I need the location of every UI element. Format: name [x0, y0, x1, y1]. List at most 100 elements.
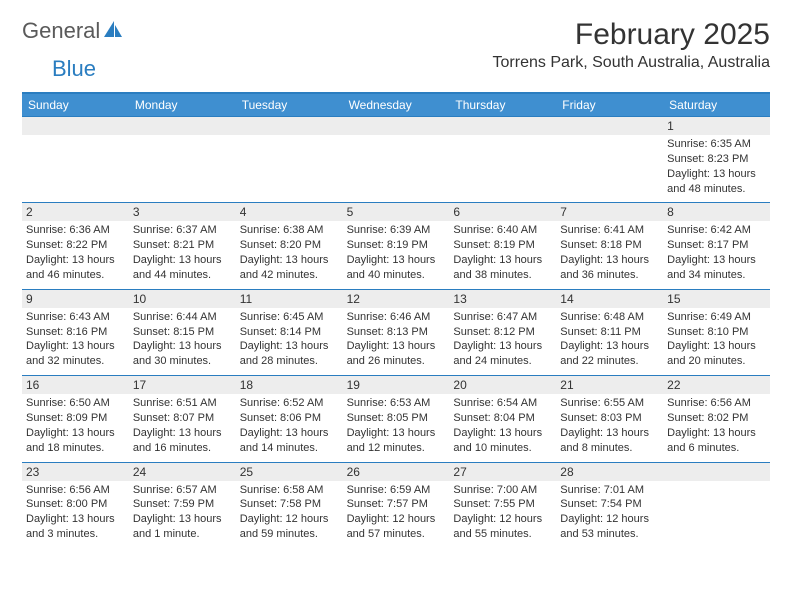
sunrise-text: Sunrise: 6:37 AM	[133, 223, 232, 238]
daylight-text: Daylight: 13 hours and 18 minutes.	[26, 426, 125, 456]
sunset-text: Sunset: 8:15 PM	[133, 325, 232, 340]
day-number: 9	[22, 290, 129, 308]
day-number	[129, 117, 236, 135]
day-cell: Sunrise: 6:45 AMSunset: 8:14 PMDaylight:…	[236, 308, 343, 375]
sunset-text: Sunset: 7:58 PM	[240, 497, 339, 512]
sunrise-text: Sunrise: 6:48 AM	[560, 310, 659, 325]
location-subtitle: Torrens Park, South Australia, Australia	[493, 54, 770, 72]
sunrise-text: Sunrise: 6:59 AM	[347, 483, 446, 498]
daylight-text: Daylight: 13 hours and 14 minutes.	[240, 426, 339, 456]
day-cell: Sunrise: 6:49 AMSunset: 8:10 PMDaylight:…	[663, 308, 770, 375]
day-number: 26	[343, 463, 450, 481]
sunset-text: Sunset: 8:20 PM	[240, 238, 339, 253]
sunset-text: Sunset: 8:04 PM	[453, 411, 552, 426]
day-number: 13	[449, 290, 556, 308]
day-cell: Sunrise: 6:37 AMSunset: 8:21 PMDaylight:…	[129, 221, 236, 288]
daylight-text: Daylight: 13 hours and 3 minutes.	[26, 512, 125, 542]
day-number: 25	[236, 463, 343, 481]
day-number: 12	[343, 290, 450, 308]
day-cell: Sunrise: 6:39 AMSunset: 8:19 PMDaylight:…	[343, 221, 450, 288]
sunset-text: Sunset: 8:03 PM	[560, 411, 659, 426]
daylight-text: Daylight: 13 hours and 36 minutes.	[560, 253, 659, 283]
sunrise-text: Sunrise: 6:49 AM	[667, 310, 766, 325]
sail-icon	[102, 19, 124, 44]
day-number: 2	[22, 203, 129, 221]
sunset-text: Sunset: 8:14 PM	[240, 325, 339, 340]
sunset-text: Sunset: 7:57 PM	[347, 497, 446, 512]
day-number	[663, 463, 770, 481]
sunset-text: Sunset: 8:09 PM	[26, 411, 125, 426]
sunset-text: Sunset: 8:06 PM	[240, 411, 339, 426]
day-cell	[129, 135, 236, 202]
daylight-text: Daylight: 13 hours and 26 minutes.	[347, 339, 446, 369]
calendar-week: 16171819202122Sunrise: 6:50 AMSunset: 8:…	[22, 375, 770, 461]
day-number: 8	[663, 203, 770, 221]
calendar-week: 9101112131415Sunrise: 6:43 AMSunset: 8:1…	[22, 289, 770, 375]
day-number: 17	[129, 376, 236, 394]
sunrise-text: Sunrise: 6:46 AM	[347, 310, 446, 325]
day-cell: Sunrise: 6:53 AMSunset: 8:05 PMDaylight:…	[343, 394, 450, 461]
brand-text-general: General	[22, 18, 100, 44]
day-cell: Sunrise: 6:52 AMSunset: 8:06 PMDaylight:…	[236, 394, 343, 461]
daylight-text: Daylight: 13 hours and 6 minutes.	[667, 426, 766, 456]
sunrise-text: Sunrise: 6:54 AM	[453, 396, 552, 411]
weekday-header: Saturday	[663, 94, 770, 116]
day-cell: Sunrise: 6:55 AMSunset: 8:03 PMDaylight:…	[556, 394, 663, 461]
day-cell: Sunrise: 6:48 AMSunset: 8:11 PMDaylight:…	[556, 308, 663, 375]
day-cell: Sunrise: 6:42 AMSunset: 8:17 PMDaylight:…	[663, 221, 770, 288]
month-title: February 2025	[493, 18, 770, 52]
day-number	[556, 117, 663, 135]
sunset-text: Sunset: 8:23 PM	[667, 152, 766, 167]
sunrise-text: Sunrise: 6:39 AM	[347, 223, 446, 238]
day-number: 15	[663, 290, 770, 308]
day-number: 16	[22, 376, 129, 394]
day-cell	[343, 135, 450, 202]
day-number: 21	[556, 376, 663, 394]
day-number	[22, 117, 129, 135]
sunset-text: Sunset: 8:11 PM	[560, 325, 659, 340]
day-cell: Sunrise: 6:57 AMSunset: 7:59 PMDaylight:…	[129, 481, 236, 548]
day-number: 28	[556, 463, 663, 481]
sunrise-text: Sunrise: 6:43 AM	[26, 310, 125, 325]
sunrise-text: Sunrise: 6:45 AM	[240, 310, 339, 325]
day-number: 23	[22, 463, 129, 481]
day-number	[343, 117, 450, 135]
sunset-text: Sunset: 7:55 PM	[453, 497, 552, 512]
daylight-text: Daylight: 13 hours and 30 minutes.	[133, 339, 232, 369]
sunrise-text: Sunrise: 6:35 AM	[667, 137, 766, 152]
day-cell: Sunrise: 6:38 AMSunset: 8:20 PMDaylight:…	[236, 221, 343, 288]
sunset-text: Sunset: 8:19 PM	[347, 238, 446, 253]
daylight-text: Daylight: 12 hours and 57 minutes.	[347, 512, 446, 542]
sunrise-text: Sunrise: 7:01 AM	[560, 483, 659, 498]
day-cell: Sunrise: 6:58 AMSunset: 7:58 PMDaylight:…	[236, 481, 343, 548]
day-number: 3	[129, 203, 236, 221]
day-number: 22	[663, 376, 770, 394]
sunset-text: Sunset: 8:21 PM	[133, 238, 232, 253]
day-number	[449, 117, 556, 135]
day-cell: Sunrise: 6:40 AMSunset: 8:19 PMDaylight:…	[449, 221, 556, 288]
title-block: February 2025 Torrens Park, South Austra…	[493, 18, 770, 72]
sunrise-text: Sunrise: 6:51 AM	[133, 396, 232, 411]
calendar-week: 232425262728Sunrise: 6:56 AMSunset: 8:00…	[22, 462, 770, 548]
sunset-text: Sunset: 8:12 PM	[453, 325, 552, 340]
daylight-text: Daylight: 13 hours and 46 minutes.	[26, 253, 125, 283]
day-cell	[22, 135, 129, 202]
calendar-grid: Sunday Monday Tuesday Wednesday Thursday…	[22, 92, 770, 548]
sunset-text: Sunset: 8:13 PM	[347, 325, 446, 340]
day-cell	[449, 135, 556, 202]
sunrise-text: Sunrise: 6:53 AM	[347, 396, 446, 411]
day-cell: Sunrise: 6:44 AMSunset: 8:15 PMDaylight:…	[129, 308, 236, 375]
sunset-text: Sunset: 8:10 PM	[667, 325, 766, 340]
weekday-header: Friday	[556, 94, 663, 116]
daylight-text: Daylight: 13 hours and 28 minutes.	[240, 339, 339, 369]
daylight-text: Daylight: 12 hours and 53 minutes.	[560, 512, 659, 542]
day-cell: Sunrise: 7:01 AMSunset: 7:54 PMDaylight:…	[556, 481, 663, 548]
day-number	[236, 117, 343, 135]
daylight-text: Daylight: 13 hours and 38 minutes.	[453, 253, 552, 283]
weekday-header: Wednesday	[343, 94, 450, 116]
sunrise-text: Sunrise: 6:56 AM	[26, 483, 125, 498]
daylight-text: Daylight: 13 hours and 24 minutes.	[453, 339, 552, 369]
weekday-header: Tuesday	[236, 94, 343, 116]
brand-text-blue: Blue	[52, 56, 96, 81]
calendar-week: 1Sunrise: 6:35 AMSunset: 8:23 PMDaylight…	[22, 116, 770, 202]
